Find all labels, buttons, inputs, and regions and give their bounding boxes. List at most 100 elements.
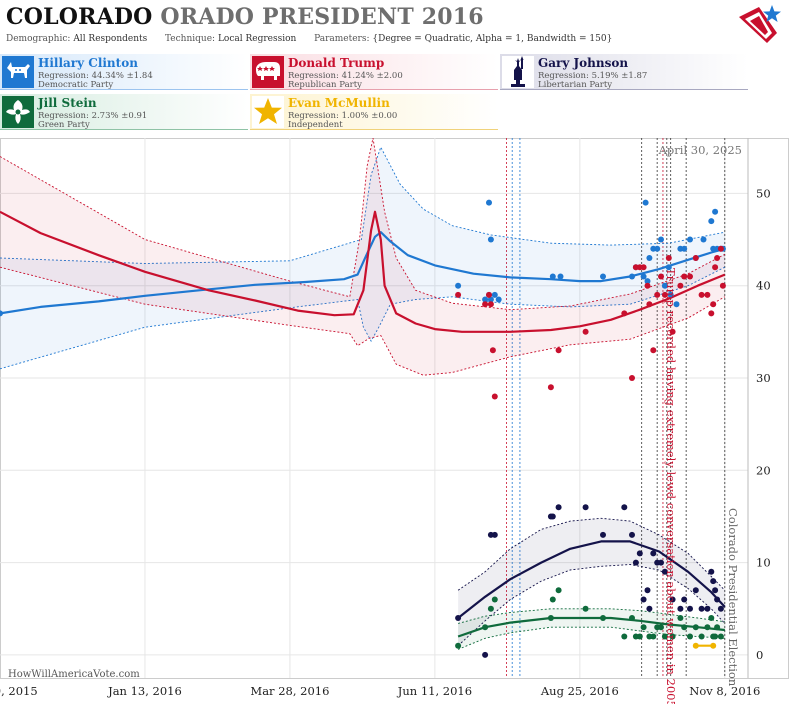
poll-point [692, 587, 699, 594]
poll-point [692, 255, 699, 261]
poll-point [486, 291, 492, 298]
poll-point [482, 301, 489, 308]
poll-point [687, 633, 693, 640]
watermark: HowWillAmericaVote.com [8, 669, 140, 680]
poll-point [650, 633, 657, 640]
confidence-band [458, 608, 725, 650]
poll-point [600, 615, 606, 621]
poll-point [710, 578, 717, 585]
y-tick-label: 50 [756, 186, 771, 200]
poll-point [600, 531, 606, 538]
poll-point [717, 605, 724, 612]
poll-point [654, 245, 661, 252]
poll-point [708, 310, 715, 317]
candidate-card-johnson[interactable]: Gary Johnson Regression: 5.19% ±1.87 Lib… [500, 54, 748, 90]
confidence-band [0, 138, 725, 376]
demographic-value: All Respondents [73, 34, 148, 44]
poll-point [621, 633, 628, 640]
poll-point [644, 278, 651, 285]
parameters-line: Demographic: All Respondents Technique: … [6, 34, 612, 44]
poll-point [621, 504, 628, 511]
poll-point [582, 504, 589, 511]
x-tick-label: Nov 8, 2016 [689, 684, 760, 698]
annotation-label: Trump recorded having extremely lewd con… [664, 268, 678, 704]
poll-point [681, 273, 688, 280]
poll-point [486, 199, 492, 206]
poll-point [600, 273, 606, 280]
poll-point [687, 236, 693, 243]
poll-point [487, 605, 494, 612]
poll-point [455, 282, 462, 289]
y-tick-label: 20 [756, 463, 771, 477]
poll-point [661, 291, 668, 298]
y-tick-label: 40 [756, 279, 771, 293]
poll-point [646, 301, 653, 308]
leaf-icon [2, 96, 34, 128]
parameters-value: {Degree = Quadratic, Alpha = 1, Bandwidt… [372, 34, 613, 44]
candidate-regression: Regression: 5.19% ±1.87 [538, 71, 648, 81]
candidate-party: Libertarian Party [538, 80, 613, 90]
poll-point [692, 642, 699, 649]
poll-point [692, 624, 699, 631]
candidate-card-stein[interactable]: Jill Stein Regression: 2.73% ±0.91 Green… [0, 94, 248, 130]
candidate-card-clinton[interactable]: Hillary Clinton Regression: 44.34% ±1.84… [0, 54, 248, 90]
y-tick-label: 10 [756, 556, 771, 570]
poll-point [646, 605, 653, 612]
poll-point [708, 568, 715, 575]
poll-point [698, 291, 705, 298]
poll-point [555, 504, 562, 511]
poll-point [712, 633, 719, 640]
poll-point [482, 296, 489, 303]
poll-point [489, 347, 496, 354]
elephant-icon [252, 56, 284, 88]
x-tick-label: Jun 11, 2016 [397, 684, 472, 698]
poll-point [487, 301, 494, 308]
title-state: COLORADO [6, 4, 153, 30]
poll-point [642, 199, 649, 206]
poll-point [710, 301, 717, 308]
poll-point [482, 624, 489, 631]
poll-point [658, 273, 664, 280]
poll-point [661, 568, 668, 575]
candidate-name: Evan McMullin [288, 96, 390, 110]
poll-point [491, 531, 498, 538]
poll-point [704, 291, 711, 298]
poll-point [669, 633, 676, 640]
poll-point [495, 296, 502, 303]
candidate-party: Democratic Party [38, 80, 114, 90]
poll-point [549, 596, 556, 603]
poll-point [650, 347, 657, 354]
poll-point [698, 605, 705, 612]
poll-point [667, 291, 674, 298]
event-lines [505, 138, 726, 678]
candidate-name: Gary Johnson [538, 56, 629, 70]
candidate-name: Hillary Clinton [38, 56, 138, 70]
candidate-name: Jill Stein [38, 96, 97, 110]
annotation-label: Colorado Presidential Election [726, 508, 740, 687]
liberty-icon [502, 56, 534, 88]
poll-point [629, 273, 635, 280]
poll-point [549, 513, 556, 520]
confidence-lower [457, 626, 725, 650]
poll-point [673, 301, 680, 308]
poll-point [455, 642, 462, 649]
demographic-label: Demographic: [6, 34, 71, 44]
candidate-regression: Regression: 44.34% ±1.84 [38, 71, 153, 81]
candidate-card-trump[interactable]: Donald Trump Regression: 41.24% ±2.00 Re… [250, 54, 498, 90]
poll-point [669, 596, 676, 603]
technique-value: Local Regression [217, 34, 297, 44]
poll-point [704, 605, 711, 612]
poll-point [640, 624, 647, 631]
poll-point [555, 587, 562, 594]
poll-point [714, 624, 721, 631]
poll-point [640, 264, 647, 271]
candidate-regression: Regression: 1.00% ±0.00 [288, 111, 398, 121]
poll-point [650, 550, 657, 557]
candidate-card-mcmullin[interactable]: Evan McMullin Regression: 1.00% ±0.00 In… [250, 94, 498, 130]
confidence-upper [457, 517, 726, 591]
poll-point [487, 296, 494, 303]
poll-point [658, 624, 664, 631]
poll-point [681, 245, 688, 252]
poll-point [687, 605, 693, 612]
star-icon [252, 96, 284, 128]
